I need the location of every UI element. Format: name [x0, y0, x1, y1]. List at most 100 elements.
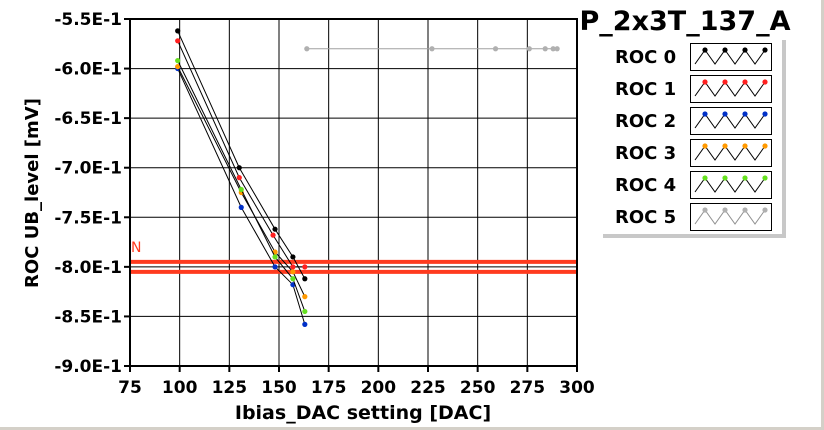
legend-marker [702, 47, 708, 53]
legend-marker [762, 207, 768, 213]
y-tick-label: -6.5E-1 [54, 109, 122, 129]
threshold-layer [130, 259, 577, 274]
legend-item-roc0: ROC 0 [603, 43, 782, 71]
legend-marker [702, 111, 708, 117]
legend-item-roc4: ROC 4 [603, 171, 782, 199]
legend-item-roc1: ROC 1 [603, 75, 782, 103]
x-tick-label: 150 [261, 378, 297, 398]
legend-swatch [690, 43, 772, 71]
legend-marker [722, 47, 728, 53]
data-point [238, 186, 244, 193]
legend-line [694, 113, 766, 129]
legend-marker [722, 79, 728, 85]
data-point [175, 58, 181, 64]
series-line-4 [177, 60, 306, 312]
legend-line [694, 177, 766, 193]
legend-label: ROC 4 [615, 175, 677, 196]
legend-line [694, 49, 766, 65]
legend-swatch [690, 139, 772, 167]
legend-label: ROC 2 [615, 111, 677, 132]
data-point [236, 175, 242, 181]
x-tick-label: 225 [410, 378, 446, 398]
data-point [302, 276, 308, 282]
legend-marker [742, 47, 748, 53]
data-point [238, 204, 244, 210]
legend-marker [702, 207, 708, 213]
grid-layer [124, 18, 578, 372]
data-point [304, 46, 310, 52]
data-point [526, 46, 532, 52]
legend-marker [742, 111, 748, 117]
data-point [554, 46, 560, 52]
x-axis-label: Ibias_DAC setting [DAC] [235, 402, 491, 424]
legend-marker [762, 79, 768, 85]
legend-marker [722, 175, 728, 181]
legend-marker [702, 79, 708, 85]
y-tick-label: -7.0E-1 [54, 159, 122, 179]
legend-marker [762, 143, 768, 149]
data-point [302, 321, 308, 327]
legend-line [694, 81, 766, 97]
data-point [272, 264, 278, 270]
data-point [302, 264, 308, 270]
y-tick-label: -8.5E-1 [54, 307, 122, 327]
series-line-2 [177, 68, 306, 325]
data-point [492, 46, 499, 52]
x-tick-label: 200 [361, 378, 397, 398]
legend-label: ROC 3 [615, 143, 677, 164]
plot-border [129, 18, 578, 367]
legend-marker [702, 143, 708, 149]
legend-marker [762, 47, 768, 53]
data-point [272, 226, 278, 232]
threshold-label: N [131, 240, 141, 256]
legend-marker [742, 207, 748, 213]
y-tick-label: -6.0E-1 [54, 60, 122, 80]
y-tick-label: -5.5E-1 [54, 10, 122, 30]
y-tick-label: -7.5E-1 [54, 208, 122, 228]
data-point [270, 232, 276, 238]
legend-swatch [690, 203, 772, 231]
legend-marker [722, 207, 728, 213]
data-point [175, 38, 181, 44]
legend-swatch [690, 107, 772, 135]
x-tick-label: 175 [311, 378, 347, 398]
legend-label: ROC 1 [615, 79, 677, 100]
series-line-1 [177, 40, 305, 268]
x-tick-label: 250 [460, 378, 496, 398]
legend-line [694, 145, 766, 161]
data-point [290, 276, 296, 282]
data-point [550, 46, 556, 52]
legend-marker [742, 79, 748, 85]
data-point [272, 254, 278, 260]
data-point [175, 63, 181, 70]
data-point [290, 269, 296, 275]
data-point [429, 46, 435, 52]
chart-title: P_2x3T_137_A [579, 6, 791, 37]
legend-label: ROC 0 [615, 47, 677, 68]
x-tick-label: 275 [510, 378, 546, 398]
x-tick-label: 300 [559, 378, 595, 398]
data-point [290, 254, 296, 260]
y-tick-label: -9.0E-1 [54, 357, 122, 377]
legend-marker [722, 143, 728, 149]
legend-marker [762, 111, 768, 117]
data-point [236, 165, 242, 171]
data-point [542, 46, 548, 52]
y-axis-label: ROC UB_level [mV] [22, 98, 43, 288]
data-point [302, 294, 308, 300]
data-point [175, 28, 181, 34]
legend-label: ROC 5 [615, 207, 677, 228]
legend: ROC 0 ROC 1 ROC 2 ROC 3 ROC 4 ROC 5 [603, 40, 786, 238]
legend-item-roc2: ROC 2 [603, 107, 782, 135]
data-point [302, 308, 308, 315]
y-tick-labels: -5.5E-1 -6.0E-1 -6.5E-1 -7.0E-1 -7.5E-1 -8.0E… [54, 10, 122, 377]
legend-marker [722, 111, 728, 117]
x-tick-label: 75 [118, 378, 142, 398]
legend-item-roc3: ROC 3 [603, 139, 782, 167]
legend-marker [742, 175, 748, 181]
legend-marker [742, 143, 748, 149]
legend-marker [702, 175, 708, 181]
legend-line [694, 209, 766, 225]
x-tick-label: 125 [212, 378, 248, 398]
